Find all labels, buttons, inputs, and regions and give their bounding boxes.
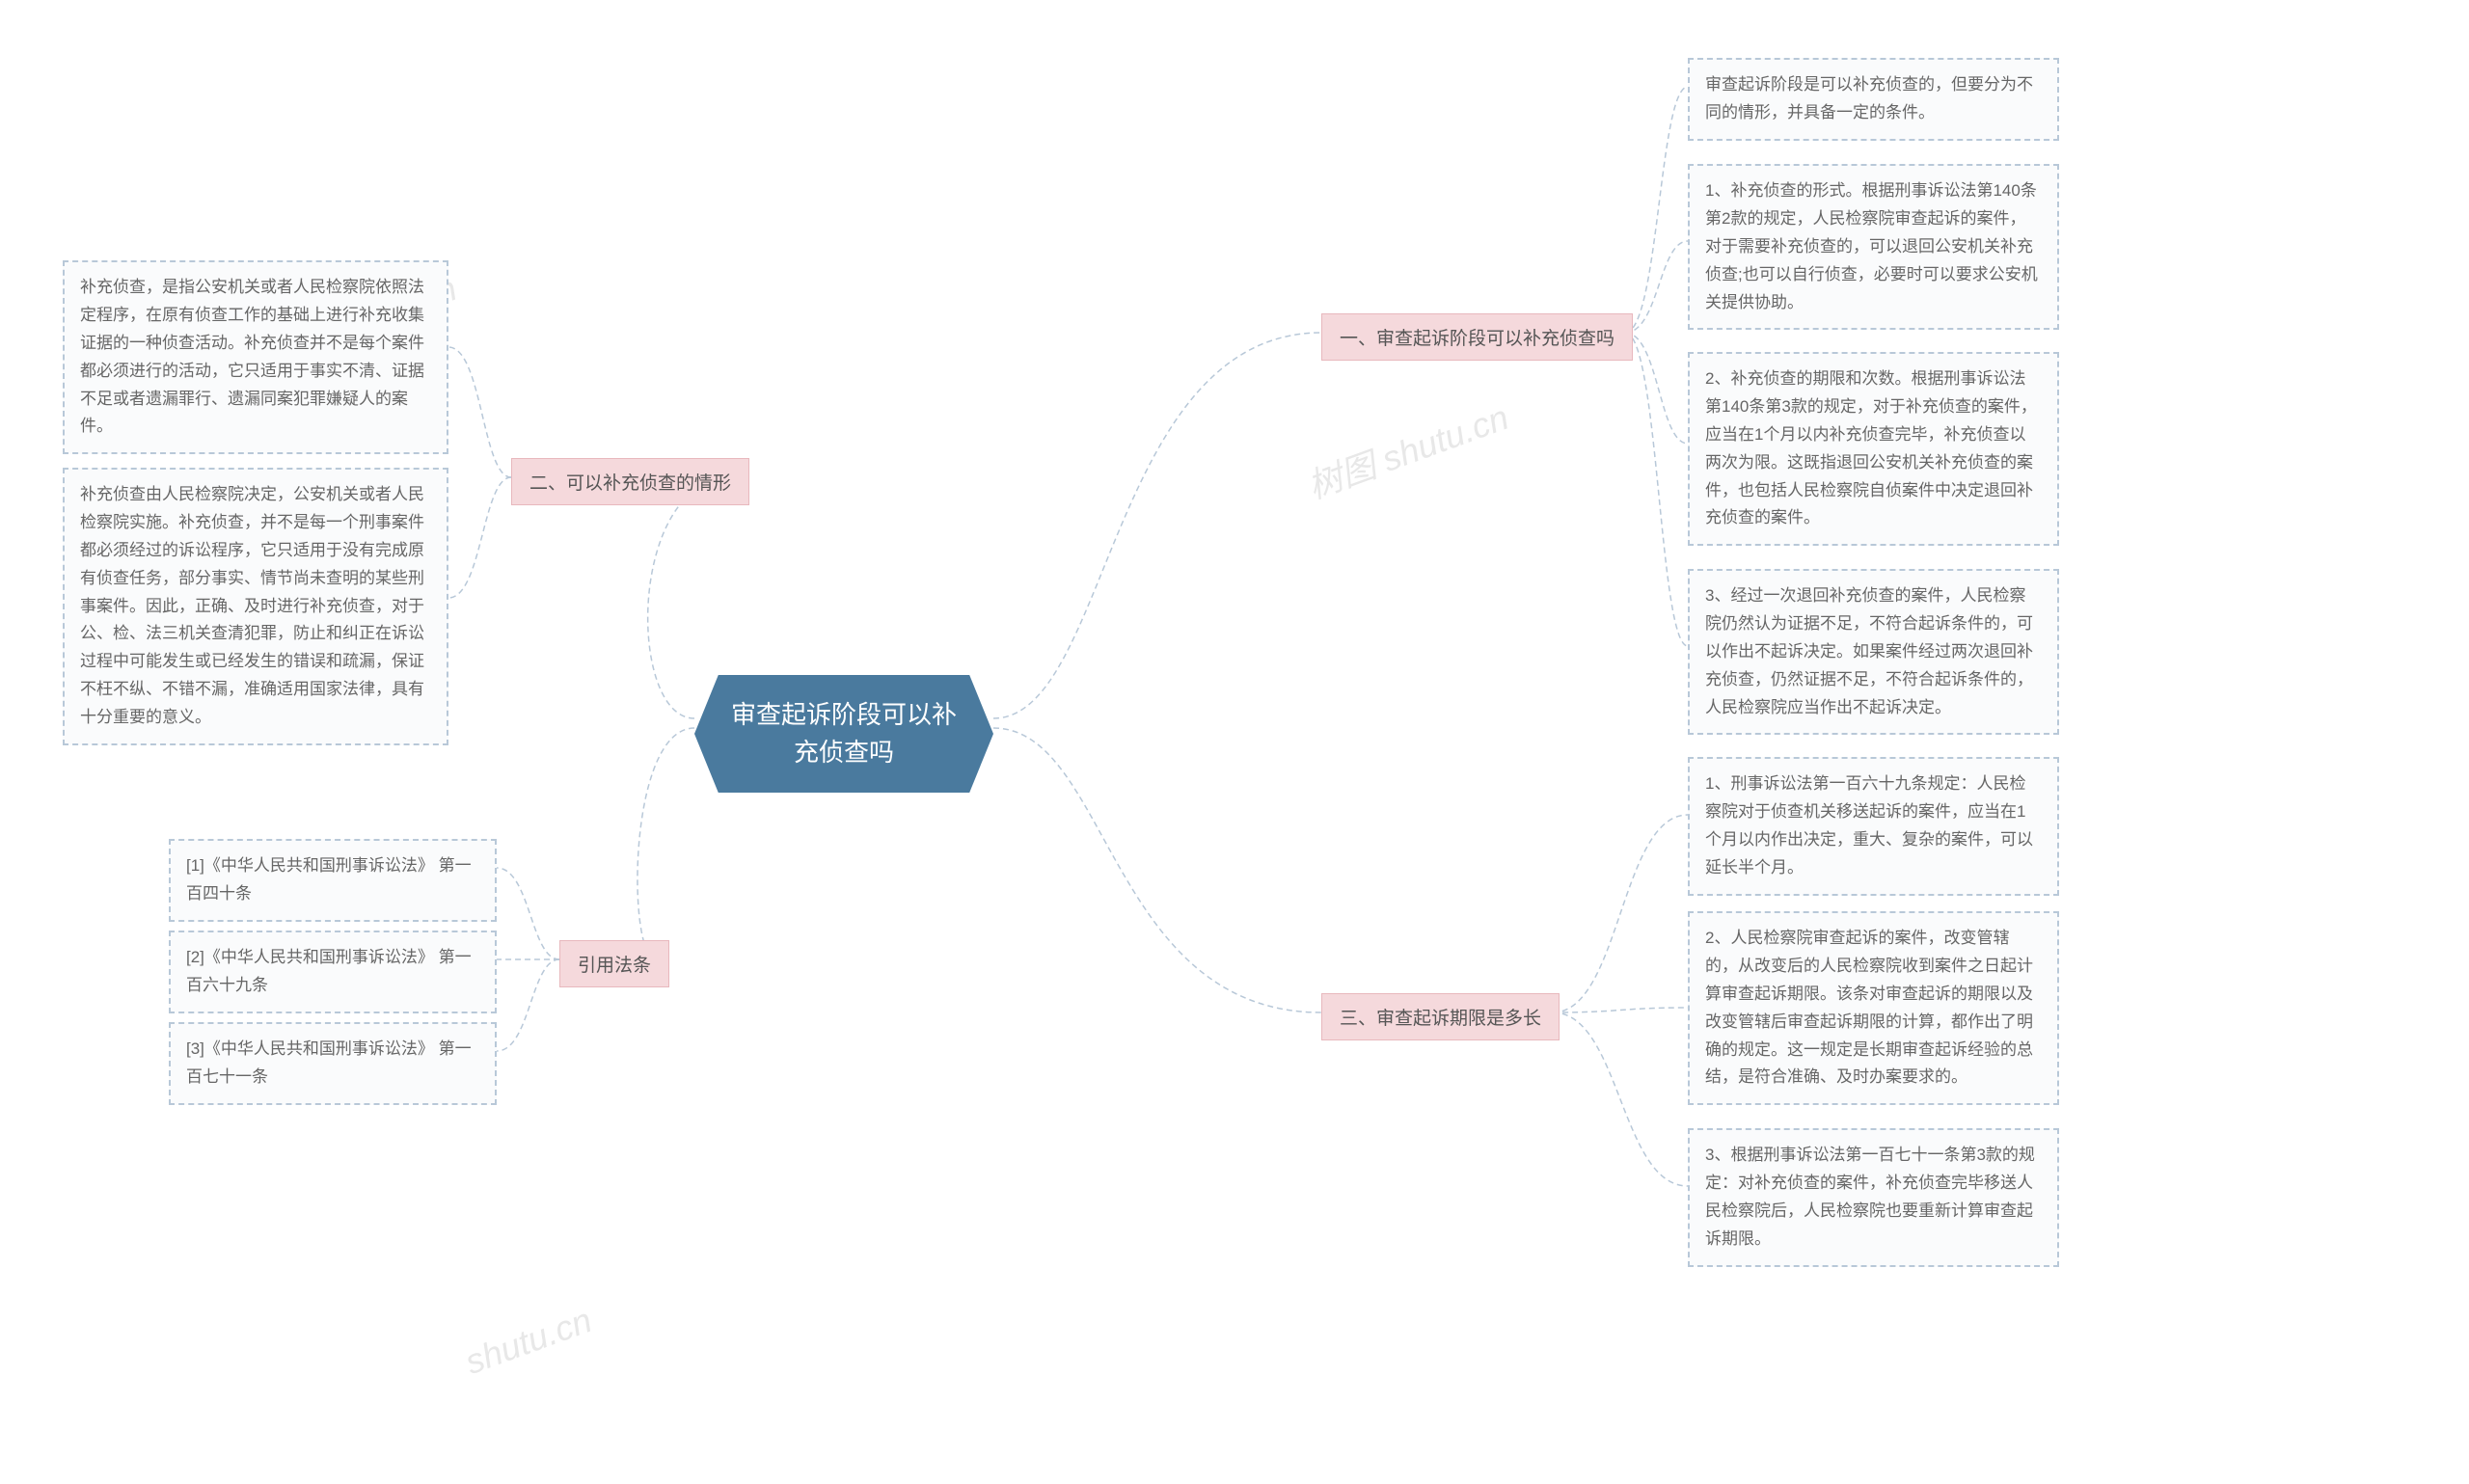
leaf-text: 补充侦查由人民检察院决定，公安机关或者人民检察院实施。补充侦查，并不是每一个刑事… (80, 485, 424, 726)
leaf-text: [2]《中华人民共和国刑事诉讼法》 第一百六十九条 (186, 948, 472, 994)
leaf-node: 3、根据刑事诉讼法第一百七十一条第3款的规定：对补充侦查的案件，补充侦查完毕移送… (1688, 1128, 2059, 1267)
leaf-text: 2、补充侦查的期限和次数。根据刑事诉讼法第140条第3款的规定，对于补充侦查的案… (1705, 369, 2037, 526)
leaf-text: 3、根据刑事诉讼法第一百七十一条第3款的规定：对补充侦查的案件，补充侦查完毕移送… (1705, 1146, 2035, 1248)
branch-label: 一、审查起诉阶段可以补充侦查吗 (1340, 329, 1614, 349)
leaf-text: 补充侦查，是指公安机关或者人民检察院依照法定程序，在原有侦查工作的基础上进行补充… (80, 278, 424, 435)
leaf-node: 3、经过一次退回补充侦查的案件，人民检察院仍然认为证据不足，不符合起诉条件的，可… (1688, 569, 2059, 735)
branch-node-2: 二、可以补充侦查的情形 (511, 458, 749, 505)
center-node: 审查起诉阶段可以补充侦查吗 (694, 675, 993, 793)
watermark: 树图 shutu.cn (1300, 390, 1515, 508)
leaf-node: [3]《中华人民共和国刑事诉讼法》 第一百七十一条 (169, 1022, 497, 1105)
leaf-text: [1]《中华人民共和国刑事诉讼法》 第一百四十条 (186, 856, 472, 903)
branch-node-3: 三、审查起诉期限是多长 (1321, 993, 1560, 1040)
leaf-node: 2、人民检察院审查起诉的案件，改变管辖的，从改变后的人民检察院收到案件之日起计算… (1688, 911, 2059, 1105)
leaf-node: 2、补充侦查的期限和次数。根据刑事诉讼法第140条第3款的规定，对于补充侦查的案… (1688, 352, 2059, 546)
leaf-node: 补充侦查，是指公安机关或者人民检察院依照法定程序，在原有侦查工作的基础上进行补充… (63, 260, 448, 454)
leaf-text: 1、刑事诉讼法第一百六十九条规定：人民检察院对于侦查机关移送起诉的案件，应当在1… (1705, 774, 2033, 877)
leaf-text: 3、经过一次退回补充侦查的案件，人民检察院仍然认为证据不足，不符合起诉条件的，可… (1705, 586, 2033, 716)
leaf-node: 1、补充侦查的形式。根据刑事诉讼法第140条第2款的规定，人民检察院审查起诉的案… (1688, 164, 2059, 330)
leaf-text: 1、补充侦查的形式。根据刑事诉讼法第140条第2款的规定，人民检察院审查起诉的案… (1705, 181, 2038, 311)
branch-label: 三、审查起诉期限是多长 (1340, 1009, 1541, 1029)
leaf-node: [2]《中华人民共和国刑事诉讼法》 第一百六十九条 (169, 931, 497, 1013)
branch-node-1: 一、审查起诉阶段可以补充侦查吗 (1321, 313, 1633, 361)
leaf-text: [3]《中华人民共和国刑事诉讼法》 第一百七十一条 (186, 1039, 472, 1086)
leaf-node: 补充侦查由人民检察院决定，公安机关或者人民检察院实施。补充侦查，并不是每一个刑事… (63, 468, 448, 745)
branch-label: 二、可以补充侦查的情形 (529, 473, 731, 494)
leaf-node: 1、刑事诉讼法第一百六十九条规定：人民检察院对于侦查机关移送起诉的案件，应当在1… (1688, 757, 2059, 896)
leaf-node: [1]《中华人民共和国刑事诉讼法》 第一百四十条 (169, 839, 497, 922)
leaf-node: 审查起诉阶段是可以补充侦查的，但要分为不同的情形，并具备一定的条件。 (1688, 58, 2059, 141)
branch-label: 引用法条 (578, 956, 651, 976)
center-text: 审查起诉阶段可以补充侦查吗 (731, 700, 957, 767)
watermark: shutu.cn (460, 1300, 597, 1383)
leaf-text: 审查起诉阶段是可以补充侦查的，但要分为不同的情形，并具备一定的条件。 (1705, 75, 2033, 121)
leaf-text: 2、人民检察院审查起诉的案件，改变管辖的，从改变后的人民检察院收到案件之日起计算… (1705, 929, 2033, 1086)
branch-node-4: 引用法条 (559, 940, 669, 987)
